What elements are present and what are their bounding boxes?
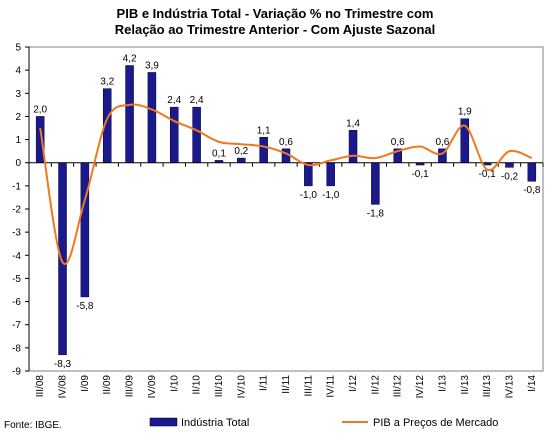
data-label: -1,8: [367, 208, 385, 219]
y-tick-label: 0: [15, 158, 21, 169]
y-tick-label: -8: [12, 343, 21, 354]
bar: [304, 162, 313, 187]
bar: [80, 162, 90, 298]
y-tick-label: -4: [12, 251, 21, 262]
data-label: 1,9: [458, 107, 472, 118]
chart-title-line2: Relação ao Trimestre Anterior - Com Ajus…: [114, 22, 436, 37]
x-tick-label: IV/13: [504, 375, 515, 399]
x-tick-label: IV/11: [326, 375, 337, 398]
x-tick-label: IV/12: [415, 375, 426, 399]
y-tick-label: -1: [12, 181, 21, 192]
data-label: 2,4: [167, 95, 181, 106]
data-label: 4,2: [123, 54, 137, 65]
y-tick-label: -2: [12, 205, 21, 216]
x-tick-label: III/11: [303, 375, 314, 397]
x-tick-label: II/13: [460, 375, 471, 395]
data-label: -0,8: [523, 185, 541, 196]
x-tick-label: IV/08: [58, 375, 69, 399]
data-label: 1,4: [346, 118, 360, 129]
x-tick-label: II/09: [102, 375, 113, 395]
data-label: -0,2: [501, 171, 519, 182]
data-label: 3,9: [145, 60, 159, 71]
data-label: 0,2: [234, 146, 248, 157]
data-label: 0,6: [435, 137, 449, 148]
bar: [505, 162, 514, 168]
data-label: -1,0: [322, 190, 340, 201]
x-tick-label: I/12: [348, 375, 359, 392]
bar: [125, 65, 134, 163]
y-tick-label: -9: [12, 367, 21, 378]
y-tick-label: -7: [12, 320, 21, 331]
y-tick-label: 4: [15, 66, 21, 77]
x-tick-label: I/14: [527, 375, 538, 392]
x-tick-label: IV/10: [236, 375, 247, 399]
data-label: -8,3: [54, 359, 72, 370]
y-tick-label: 1: [15, 135, 21, 146]
bar: [259, 137, 268, 163]
x-tick-label: III/09: [125, 375, 136, 398]
x-tick-label: III/12: [393, 375, 404, 398]
y-tick-label: 2: [15, 112, 21, 123]
x-tick-label: II/11: [281, 375, 292, 394]
data-label: -0,1: [411, 169, 429, 180]
bar: [35, 116, 45, 163]
bar: [170, 106, 179, 163]
pib-series-line: [39, 103, 533, 266]
bar: [237, 157, 246, 163]
data-label: -1,0: [300, 190, 318, 201]
x-tick-label: III/08: [35, 375, 46, 398]
legend-label-industria: Indústria Total: [181, 417, 249, 429]
bar: [192, 106, 201, 163]
x-tick-label: I/10: [169, 375, 180, 392]
bar: [58, 162, 67, 356]
y-tick-label: -3: [12, 228, 21, 239]
bar: [371, 162, 380, 205]
data-label: 2,0: [33, 104, 47, 115]
bar: [147, 72, 157, 163]
chart-title: PIB e Indústria Total - Variação % no Tr…: [0, 6, 550, 38]
x-tick-label: I/11: [259, 375, 270, 391]
bar: [527, 162, 537, 182]
y-tick-label: 3: [15, 89, 21, 100]
data-label: -5,8: [76, 301, 94, 312]
legend-swatch-industria: [149, 417, 178, 427]
legend-label-pib: PIB a Preços de Mercado: [373, 417, 498, 429]
data-label: 0,1: [212, 148, 226, 159]
y-tick-label: -5: [12, 274, 21, 285]
y-tick-label: 5: [15, 43, 21, 54]
source-note: Fonte: IBGE.: [4, 420, 62, 431]
y-tick-label: -6: [12, 297, 21, 308]
data-label: 0,6: [279, 137, 293, 148]
data-label: 0,6: [391, 137, 405, 148]
x-tick-label: I/09: [80, 375, 91, 392]
data-label: -0,1: [479, 169, 497, 180]
bar: [326, 162, 335, 187]
x-tick-label: III/13: [482, 375, 493, 398]
x-tick-label: III/10: [214, 375, 225, 398]
bar: [348, 130, 358, 163]
data-label: 2,4: [190, 95, 204, 106]
x-tick-label: I/13: [437, 375, 448, 392]
x-tick-label: II/10: [192, 375, 203, 395]
x-tick-label: II/12: [370, 375, 381, 395]
data-label: 1,1: [257, 125, 271, 136]
chart-title-line1: PIB e Indústria Total - Variação % no Tr…: [116, 6, 434, 21]
data-label: 3,2: [100, 77, 114, 88]
x-tick-label: IV/09: [147, 375, 158, 399]
